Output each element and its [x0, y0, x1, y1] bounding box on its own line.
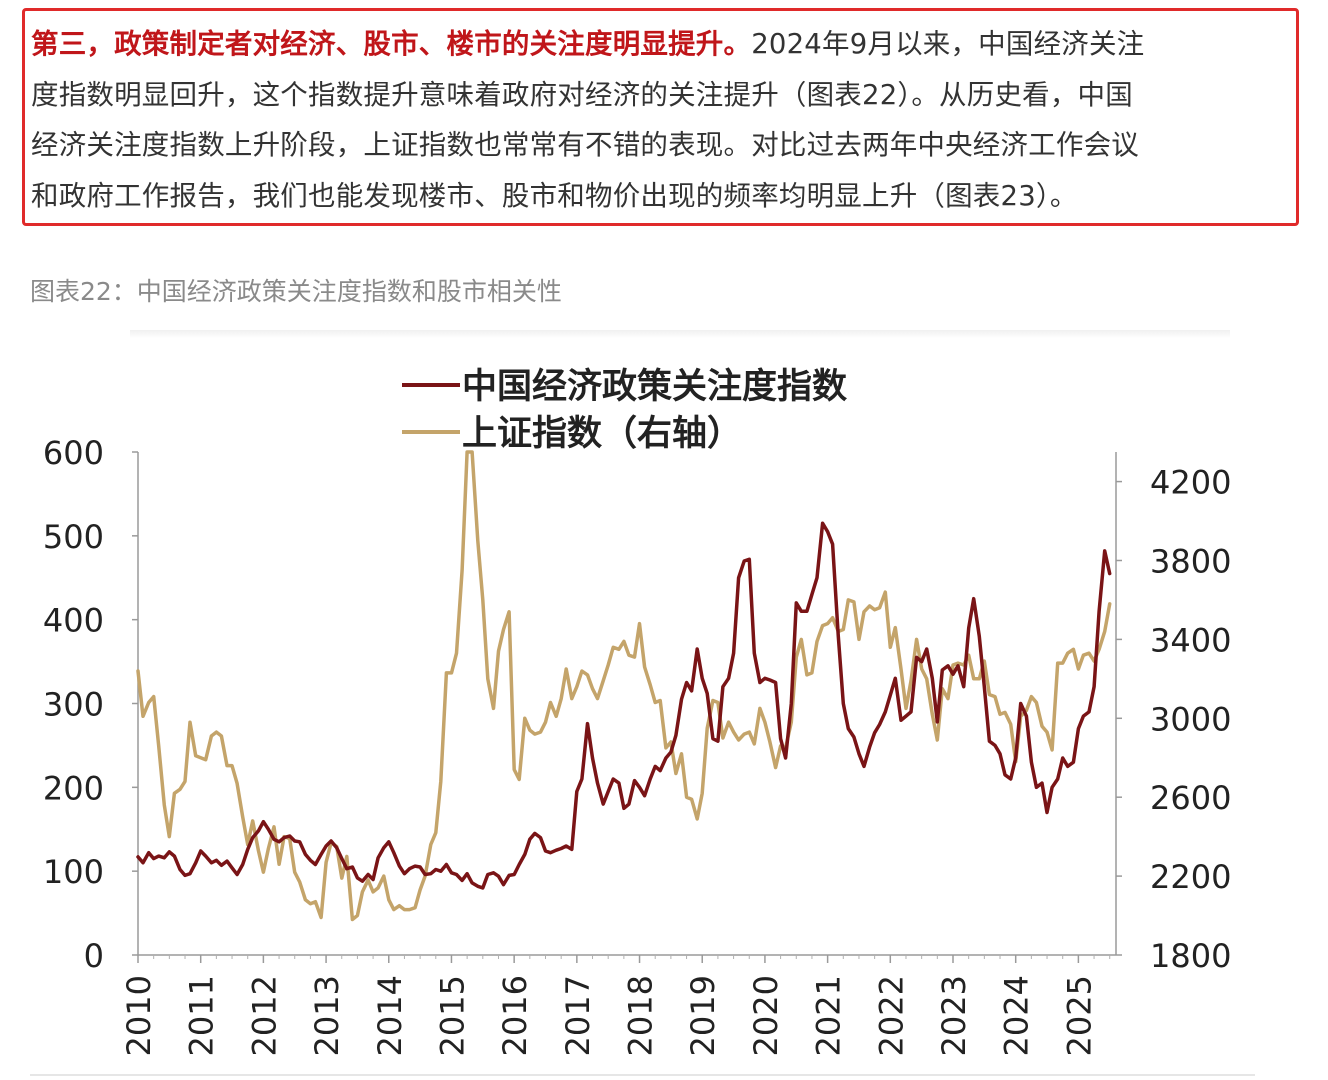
right-tick-label: 4200	[1150, 464, 1231, 502]
paragraph-line-1-rest: 2024年9月以来，中国经济关注	[751, 28, 1145, 60]
chart-series-lines	[136, 450, 1112, 922]
legend-label: 中国经济政策关注度指数	[462, 367, 847, 407]
paragraph-line-4: 和政府工作报告，我们也能发现楼市、股市和物价出现的频率均明显上升（图表23）。	[31, 179, 1078, 212]
x-tick-label: 2019	[684, 975, 722, 1056]
left-tick-label: 0	[84, 937, 104, 975]
x-tick-label: 2013	[308, 975, 346, 1056]
highlighted-paragraph-box: 第三，政策制定者对经济、股市、楼市的关注度明显提升。2024年9月以来，中国经济…	[22, 8, 1299, 226]
x-tick-label: 2021	[810, 975, 848, 1056]
x-tick-label: 2022	[872, 975, 910, 1056]
right-tick-label: 2600	[1150, 779, 1231, 817]
paragraph-line-3: 经济关注度指数上升阶段，上证指数也常常有不错的表现。对比过去两年中央经济工作会议	[31, 129, 1139, 161]
left-tick-label: 100	[43, 853, 104, 891]
x-tick-label: 2012	[245, 975, 283, 1056]
chart-axes: 0 100 200 300 400 500 600 1800 2200 2600 3000 3400 3…	[43, 434, 1232, 1056]
x-tick-label: 2015	[433, 975, 471, 1056]
paragraph-lead: 第三，政策制定者对经济、股市、楼市的关注度明显提升。	[31, 28, 752, 60]
chart-container: 0 100 200 300 400 500 600 1800 2200 2600 3000 3400 3…	[0, 330, 1328, 1080]
right-tick-label: 3000	[1150, 700, 1231, 738]
left-tick-label: 400	[43, 602, 104, 640]
bottom-divider	[30, 1074, 1255, 1076]
legend-label: 上证指数（右轴）	[462, 414, 742, 454]
x-tick-label: 2025	[1060, 975, 1098, 1056]
policy-vs-sse-line-chart: 0 100 200 300 400 500 600 1800 2200 2600 3000 3400 3…	[43, 367, 1232, 1056]
chart-top-shadow	[130, 330, 1230, 338]
right-tick-label: 1800	[1150, 937, 1231, 975]
figure-caption: 图表22：中国经济政策关注度指数和股市相关性	[30, 277, 562, 306]
paragraph-line-1: 第三，政策制定者对经济、股市、楼市的关注度明显提升。2024年9月以来，中国经济…	[31, 19, 1296, 70]
paragraph-line-2: 度指数明显回升，这个指数提升意味着政府对经济的关注提升（图表22）。从历史看，中…	[31, 78, 1133, 111]
x-tick-label: 2020	[747, 975, 785, 1056]
left-tick-label: 600	[43, 434, 104, 472]
x-tick-label: 2014	[371, 975, 409, 1056]
series-line-sse-index	[136, 450, 1112, 922]
x-tick-label: 2017	[559, 975, 597, 1056]
series-line-policy-index	[136, 521, 1112, 890]
right-tick-label: 3400	[1150, 621, 1231, 659]
x-tick-label: 2018	[622, 975, 660, 1056]
x-tick-label: 2016	[496, 975, 534, 1056]
right-tick-label: 3800	[1150, 542, 1231, 580]
left-tick-label: 300	[43, 686, 104, 724]
left-tick-label: 200	[43, 769, 104, 807]
left-tick-label: 500	[43, 518, 104, 556]
x-tick-label: 2011	[183, 975, 221, 1056]
x-tick-label: 2010	[120, 975, 158, 1056]
right-tick-label: 2200	[1150, 858, 1231, 896]
x-tick-label: 2023	[935, 975, 973, 1056]
x-tick-label: 2024	[998, 975, 1036, 1056]
